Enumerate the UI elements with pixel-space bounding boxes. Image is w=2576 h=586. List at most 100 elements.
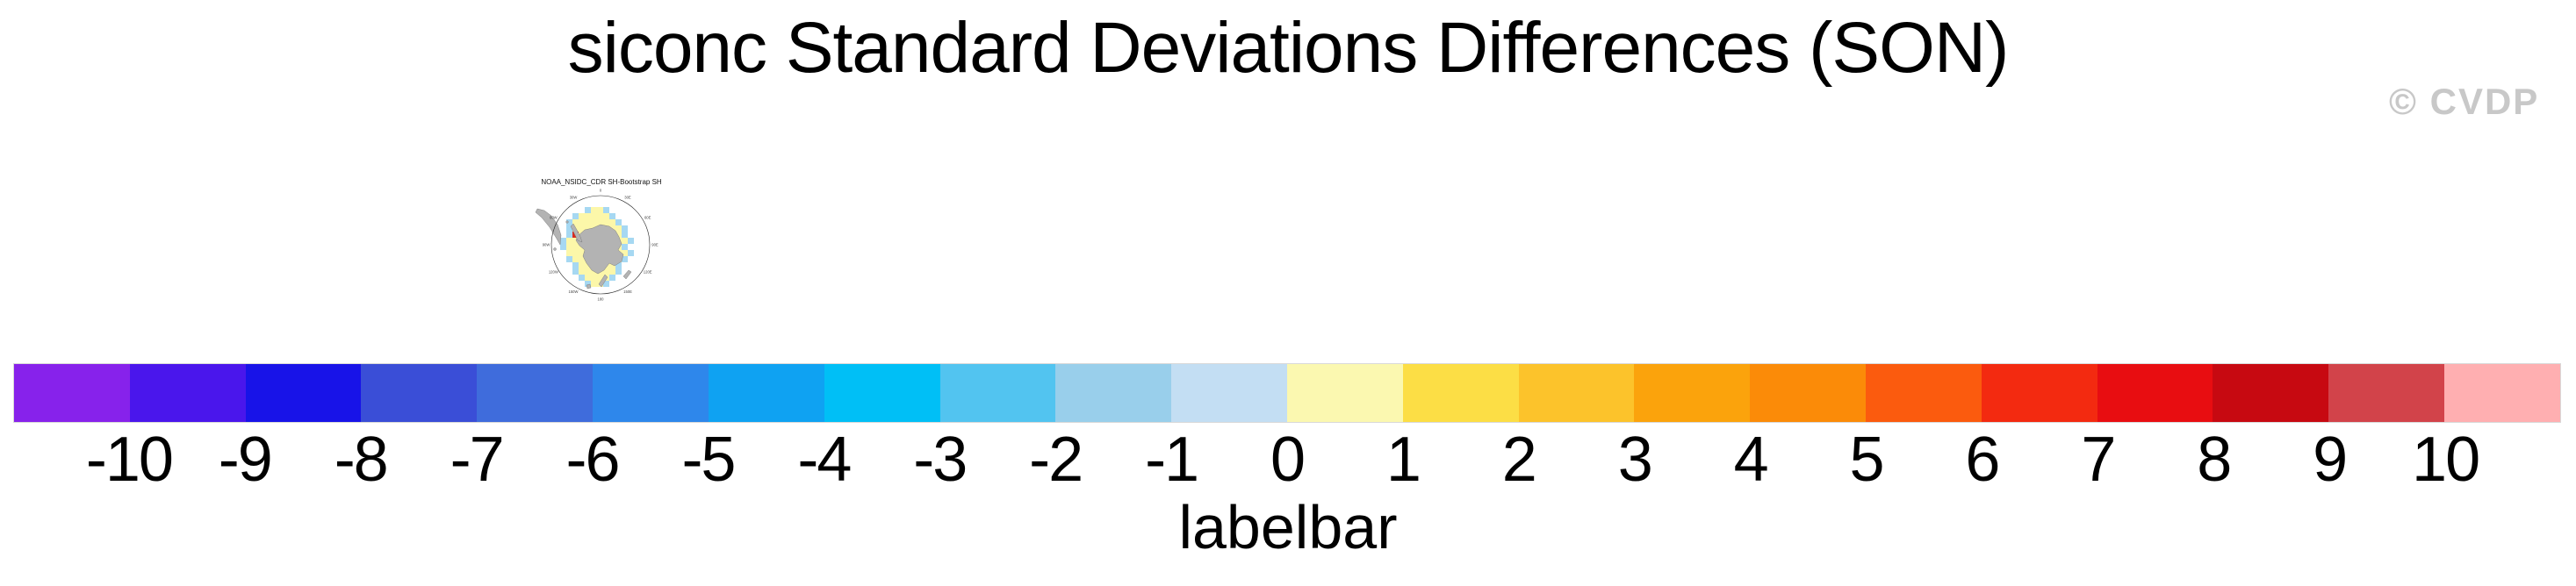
map-cell-positive (591, 275, 597, 281)
map-cell-positive (591, 219, 597, 225)
map-cell-positive (579, 225, 585, 232)
map-cell-positive (579, 219, 585, 225)
labelbar-tick: -6 (565, 425, 621, 495)
new-zealand-north-island (622, 269, 632, 280)
labelbar (13, 363, 2561, 423)
map-cell-negative (615, 219, 622, 225)
map-cell-positive (572, 256, 579, 262)
labelbar-tick: -4 (797, 425, 852, 495)
labelbar-cell (939, 364, 1056, 422)
labelbar-tick: 10 (2412, 425, 2480, 495)
labelbar-cell (1171, 364, 1287, 422)
labelbar-cell (129, 364, 246, 422)
map-cell-negative (622, 256, 628, 262)
map-cell-positive (585, 213, 591, 219)
labelbar-cell (593, 364, 709, 422)
labelbar-cell (708, 364, 824, 422)
map-cell-negative (622, 232, 628, 238)
labelbar-tick: 5 (1849, 425, 1885, 495)
map-lon-label: 90E (651, 242, 658, 247)
map-panel-title: NOAA_NSIDC_CDR SH-Bootstrap SH (541, 178, 662, 186)
map-cell-negative (609, 213, 615, 219)
map-cell-positive (572, 250, 579, 256)
labelbar-tick: 4 (1733, 425, 1769, 495)
map-cell-positive (591, 213, 597, 219)
map-cell-positive (579, 256, 585, 262)
map-cell-negative (615, 262, 622, 268)
map-lon-label: 90W (543, 242, 550, 247)
map-cell-negative (566, 219, 572, 225)
labelbar-cell (824, 364, 940, 422)
labelbar-cell (2328, 364, 2445, 422)
map-lon-label: 180 (598, 297, 605, 301)
antarctic-peninsula-land (570, 223, 583, 243)
map-cell-positive (603, 219, 609, 225)
labelbar-tick: 3 (1617, 425, 1653, 495)
map-lon-label: 150E (623, 289, 632, 294)
map-cell-negative (566, 232, 572, 238)
map-cell-positive (603, 213, 609, 219)
labelbar-cell (2444, 364, 2560, 422)
map-cell-positive (609, 219, 615, 225)
labelbar-cell (1981, 364, 2097, 422)
labelbar-tick: -10 (85, 425, 174, 495)
map-cell-negative (622, 225, 628, 232)
map-cell-positive (609, 262, 615, 268)
map-cell-positive (579, 250, 585, 256)
map-cell-positive (622, 250, 628, 256)
map-lon-label: 150W (569, 289, 579, 294)
map-cell-positive (603, 268, 609, 275)
map-cell-positive (591, 281, 597, 287)
figure-title: siconc Standard Deviations Differences (… (567, 8, 2010, 88)
labelbar-ticks: -10 -9 -8 -7 -6 -5 -4 -3 -2 -1 0 1 2 3 4 5 6 7 8 9 10 (0, 428, 2576, 502)
map-cell-positive (585, 219, 591, 225)
labelbar-cell (361, 364, 478, 422)
map-cell-negative (579, 275, 585, 281)
labelbar-cell (245, 364, 362, 422)
map-cell-positive (579, 268, 585, 275)
map-cell-positive (597, 213, 603, 219)
map-cell-positive (585, 262, 591, 268)
map-landmasses (535, 208, 632, 289)
map-cell-negative (560, 238, 566, 244)
labelbar-tick: 0 (1270, 425, 1306, 495)
labelbar-tick: -1 (1145, 425, 1199, 495)
map-lon-label: 120E (644, 269, 652, 274)
map-cell-negative (628, 250, 634, 256)
map-cell-negative (572, 262, 579, 268)
map-cell-positive (615, 225, 622, 232)
map-lon-label: 120W (549, 269, 558, 274)
map-cell-positive (585, 275, 591, 281)
map-lon-label: 60W (550, 215, 558, 219)
labelbar-cell (2213, 364, 2329, 422)
map-cell-positive (572, 219, 579, 225)
map-cell-positive (591, 207, 597, 213)
map-cell-positive (572, 244, 579, 250)
labelbar-tick: -5 (681, 425, 736, 495)
map-cell-positive (572, 238, 579, 244)
labelbar-cell (2097, 364, 2213, 422)
map-cell-negative (566, 256, 572, 262)
labelbar-cell (477, 364, 594, 422)
cvdp-watermark: © CVDP (2389, 81, 2540, 122)
map-cell-negative (566, 225, 572, 232)
map-cell-positive (585, 268, 591, 275)
labelbar-tick: 7 (2081, 425, 2116, 495)
antarctica-land (575, 224, 624, 275)
map-cell-positive (597, 219, 603, 225)
tasmania-island (586, 283, 592, 289)
south-america-land (535, 208, 562, 246)
map-lon-label: 0 (600, 188, 602, 192)
map-cell-negative (560, 244, 566, 250)
labelbar-tick: 1 (1385, 425, 1421, 495)
map-lon-label: 30W (570, 196, 578, 200)
new-zealand-south-island (598, 274, 608, 288)
labelbar-tick: -3 (913, 425, 968, 495)
map-cell-negative (585, 207, 591, 213)
map-cell-positive (579, 213, 585, 219)
map-cell-positive (622, 238, 628, 244)
small-island (553, 247, 557, 251)
labelbar-cell (1750, 364, 1866, 422)
labelbar-cell (1286, 364, 1403, 422)
